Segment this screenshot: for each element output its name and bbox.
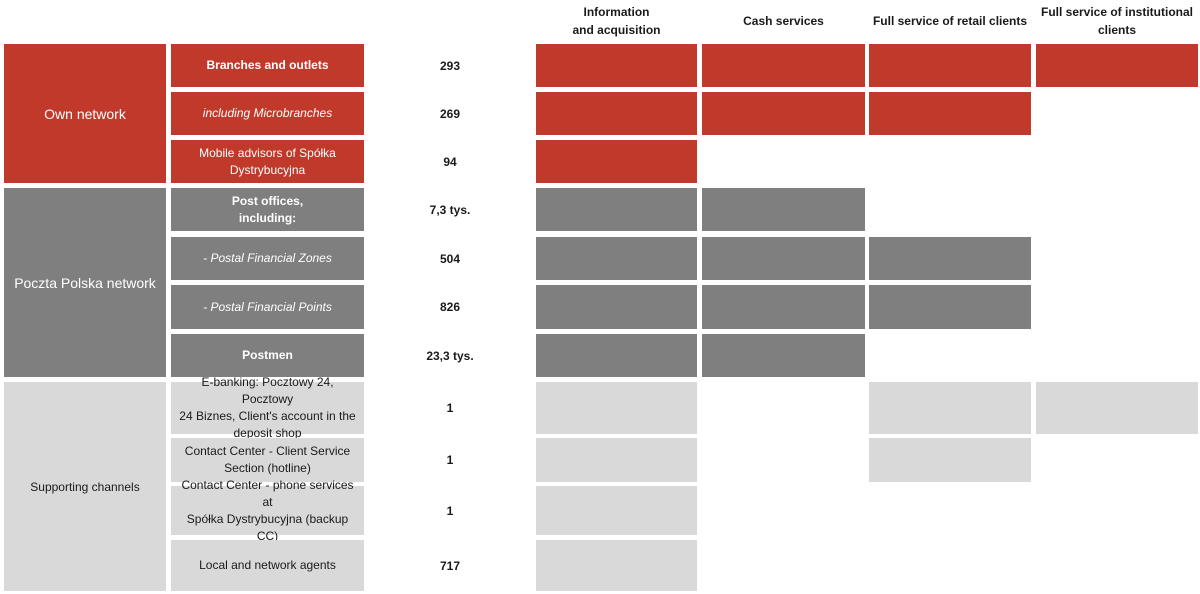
service-cell bbox=[869, 285, 1031, 329]
service-cell bbox=[702, 334, 865, 377]
column-header: Cash services bbox=[743, 14, 824, 28]
channel-label: Postmen bbox=[171, 334, 364, 377]
service-cell bbox=[536, 540, 697, 591]
service-cell bbox=[869, 382, 1031, 434]
service-cell bbox=[869, 237, 1031, 280]
channel-label: Local and network agents bbox=[171, 540, 364, 591]
service-cell bbox=[702, 92, 865, 135]
service-cell bbox=[1036, 44, 1198, 87]
service-cell bbox=[536, 382, 697, 434]
service-cell bbox=[702, 188, 865, 231]
service-cell bbox=[536, 44, 697, 87]
group-label: Own network bbox=[4, 44, 166, 183]
service-cell bbox=[536, 188, 697, 231]
column-header: Full service of institutional clients bbox=[1040, 5, 1194, 37]
service-cell bbox=[702, 285, 865, 329]
channel-label: Mobile advisors of Spółka Dystrybucyjna bbox=[171, 140, 364, 183]
group-label: Poczta Polska network bbox=[4, 188, 166, 377]
service-cell bbox=[536, 92, 697, 135]
service-cell bbox=[536, 140, 697, 183]
channel-count: 7,3 tys. bbox=[429, 202, 471, 217]
column-header: Full service of retail clients bbox=[872, 14, 1028, 28]
service-cell bbox=[536, 438, 697, 482]
channel-label: E-banking: Pocztowy 24, Pocztowy 24 Bizn… bbox=[171, 375, 364, 440]
channel-count: 1 bbox=[446, 453, 454, 467]
service-cell bbox=[702, 44, 865, 87]
service-cell bbox=[536, 285, 697, 329]
channel-label: Contact Center - Client Service Section … bbox=[171, 438, 364, 482]
channel-label: including Microbranches bbox=[171, 92, 364, 135]
channel-label: Contact Center - phone services at Spółk… bbox=[171, 478, 364, 543]
channel-count: 269 bbox=[439, 106, 461, 121]
group-label: Supporting channels bbox=[4, 382, 166, 591]
channel-count: 1 bbox=[446, 401, 454, 415]
channel-count: 504 bbox=[439, 251, 461, 266]
service-cell bbox=[536, 334, 697, 377]
channel-count: 293 bbox=[439, 58, 461, 73]
service-cell bbox=[536, 486, 697, 535]
channel-label: - Postal Financial Zones bbox=[171, 237, 364, 280]
channel-count: 23,3 tys. bbox=[426, 348, 474, 363]
service-cell bbox=[869, 44, 1031, 87]
channel-label: - Postal Financial Points bbox=[171, 285, 364, 329]
service-cell bbox=[1036, 382, 1198, 434]
channel-count: 717 bbox=[439, 558, 461, 573]
channel-count: 1 bbox=[446, 503, 454, 518]
service-cell bbox=[536, 237, 697, 280]
column-header: Information and acquisition bbox=[572, 5, 661, 37]
service-cell bbox=[869, 92, 1031, 135]
channel-label: Branches and outlets bbox=[171, 44, 364, 87]
service-cell bbox=[869, 438, 1031, 482]
service-cell bbox=[702, 237, 865, 280]
channel-count: 826 bbox=[439, 300, 461, 314]
channel-count: 94 bbox=[443, 154, 457, 169]
channel-label: Post offices, including: bbox=[171, 188, 364, 231]
